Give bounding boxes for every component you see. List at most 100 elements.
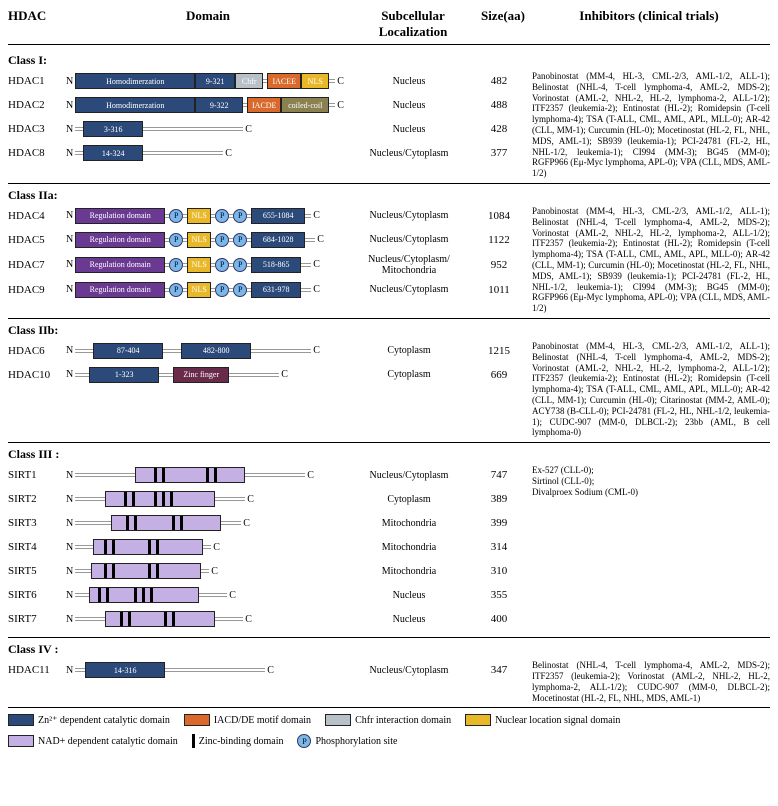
hdac-name: HDAC2 bbox=[8, 99, 64, 111]
hdac-row: SIRT7NCNucleus400 bbox=[8, 609, 528, 629]
domain-box: IACDE bbox=[247, 97, 281, 113]
hdac-row: SIRT1NCNucleus/Cytoplasm747 bbox=[8, 465, 528, 485]
domain-diagram: NRegulation domainPNLSPP684-1028C bbox=[64, 231, 344, 249]
c-terminus: C bbox=[311, 284, 322, 295]
hdac-name: SIRT3 bbox=[8, 517, 64, 529]
domain-box: NLS bbox=[187, 257, 211, 273]
size-aa: 1084 bbox=[474, 210, 524, 222]
inhibitors-text: Panobinostat (MM-4, HL-3, CML-2/3, AML-1… bbox=[528, 206, 770, 314]
localization: Nucleus/Cytoplasm bbox=[344, 210, 474, 221]
size-aa: 399 bbox=[474, 517, 524, 529]
domain-box bbox=[89, 587, 199, 603]
hdac-row: HDAC10N1-323Zinc fingerCCytoplasm669 bbox=[8, 365, 528, 385]
n-terminus: N bbox=[64, 566, 75, 577]
hdac-row: SIRT5NCMitochondria310 bbox=[8, 561, 528, 581]
legend-item: PPhosphorylation site bbox=[297, 734, 397, 748]
domain-box: 87-404 bbox=[93, 343, 163, 359]
legend-swatch-icon bbox=[325, 714, 351, 726]
phosphorylation-site-icon: P bbox=[169, 209, 183, 223]
c-terminus: C bbox=[227, 590, 238, 601]
n-terminus: N bbox=[64, 100, 75, 111]
c-terminus: C bbox=[279, 369, 290, 380]
legend-item: Chfr interaction domain bbox=[325, 714, 451, 726]
hdac-row: SIRT2NCCytoplasm389 bbox=[8, 489, 528, 509]
hdac-row: HDAC7NRegulation domainPNLSPP518-865CNuc… bbox=[8, 254, 528, 276]
domain-box: Zinc finger bbox=[173, 367, 229, 383]
c-terminus: C bbox=[243, 614, 254, 625]
c-terminus: C bbox=[311, 210, 322, 221]
c-terminus: C bbox=[265, 665, 276, 676]
class-section: Class IIa:HDAC4NRegulation domainPNLSPP6… bbox=[8, 184, 770, 319]
domain-diagram: NC bbox=[64, 586, 344, 604]
legend-label: Chfr interaction domain bbox=[355, 715, 451, 726]
hdac-row: HDAC5NRegulation domainPNLSPP684-1028CNu… bbox=[8, 230, 528, 250]
size-aa: 355 bbox=[474, 589, 524, 601]
hdac-name: HDAC10 bbox=[8, 369, 64, 381]
phosphorylation-site-icon: P bbox=[233, 209, 247, 223]
c-terminus: C bbox=[315, 234, 326, 245]
c-terminus: C bbox=[335, 76, 346, 87]
n-terminus: N bbox=[64, 470, 75, 481]
domain-box: NLS bbox=[187, 282, 211, 298]
c-terminus: C bbox=[311, 345, 322, 356]
hdac-name: SIRT6 bbox=[8, 589, 64, 601]
n-terminus: N bbox=[64, 665, 75, 676]
domain-box: Regulation domain bbox=[75, 282, 165, 298]
domain-diagram: NC bbox=[64, 514, 344, 532]
domain-box bbox=[91, 563, 201, 579]
hdac-row: HDAC1NHomodimerzation9-321ChfrIACEENLSCN… bbox=[8, 71, 528, 91]
n-terminus: N bbox=[64, 590, 75, 601]
c-terminus: C bbox=[335, 100, 346, 111]
size-aa: 347 bbox=[474, 664, 524, 676]
header-domain: Domain bbox=[68, 8, 348, 40]
c-terminus: C bbox=[245, 494, 256, 505]
class-title: Class I: bbox=[8, 53, 770, 68]
domain-box: Regulation domain bbox=[75, 208, 165, 224]
hdac-name: HDAC6 bbox=[8, 345, 64, 357]
hdac-row: HDAC6N87-404482-800CCytoplasm1215 bbox=[8, 341, 528, 361]
localization: Cytoplasm bbox=[344, 369, 474, 380]
domain-diagram: NC bbox=[64, 490, 344, 508]
domain-diagram: NRegulation domainPNLSPP518-865C bbox=[64, 256, 344, 274]
localization: Nucleus bbox=[344, 124, 474, 135]
legend-item: Zinc-binding domain bbox=[192, 734, 284, 748]
domain-box: Homodimerzation bbox=[75, 97, 195, 113]
hdac-row: HDAC11N14-316CNucleus/Cytoplasm347 bbox=[8, 660, 528, 680]
inhibitors-text: Panobinostat (MM-4, HL-3, CML-2/3, AML-1… bbox=[528, 71, 770, 179]
n-terminus: N bbox=[64, 234, 75, 245]
phosphorylation-site-icon: P bbox=[215, 209, 229, 223]
hdac-name: SIRT2 bbox=[8, 493, 64, 505]
size-aa: 747 bbox=[474, 469, 524, 481]
domain-box bbox=[135, 467, 245, 483]
domain-diagram: NC bbox=[64, 562, 344, 580]
domain-box: Regulation domain bbox=[75, 232, 165, 248]
inhibitors-text: Belinostat (NHL-4, T-cell lymphoma-4, AM… bbox=[528, 660, 770, 703]
legend-label: IACD/DE motif domain bbox=[214, 715, 311, 726]
localization: Nucleus bbox=[344, 76, 474, 87]
n-terminus: N bbox=[64, 369, 75, 380]
header-inhib: Inhibitors (clinical trials) bbox=[528, 8, 770, 40]
header-size: Size(aa) bbox=[478, 8, 528, 40]
localization: Cytoplasm bbox=[344, 345, 474, 356]
class-title: Class III : bbox=[8, 447, 770, 462]
hdac-name: HDAC9 bbox=[8, 284, 64, 296]
legend-label: Phosphorylation site bbox=[315, 736, 397, 747]
localization: Mitochondria bbox=[344, 518, 474, 529]
inhibitors-text: Ex-527 (CLL-0); Sirtinol (CLL-0); Divalp… bbox=[528, 465, 770, 633]
hdac-row: SIRT6NCNucleus355 bbox=[8, 585, 528, 605]
hdac-name: SIRT5 bbox=[8, 565, 64, 577]
table-header: HDAC Domain Subcellular Localization Siz… bbox=[8, 8, 770, 45]
domain-box: 684-1028 bbox=[251, 232, 305, 248]
domain-box: 14-316 bbox=[85, 662, 165, 678]
domain-box: Chfr bbox=[235, 73, 263, 89]
domain-box: 3-316 bbox=[83, 121, 143, 137]
legend-swatch-icon bbox=[184, 714, 210, 726]
domain-box bbox=[111, 515, 221, 531]
domain-diagram: N3-316C bbox=[64, 120, 344, 138]
hdac-name: HDAC5 bbox=[8, 234, 64, 246]
localization: Nucleus bbox=[344, 614, 474, 625]
localization: Nucleus bbox=[344, 590, 474, 601]
localization: Nucleus/Cytoplasm/ Mitochondria bbox=[344, 254, 474, 276]
inhibitors-text: Panobinostat (MM-4, HL-3, CML-2/3, AML-1… bbox=[528, 341, 770, 438]
legend-label: Zinc-binding domain bbox=[199, 736, 284, 747]
